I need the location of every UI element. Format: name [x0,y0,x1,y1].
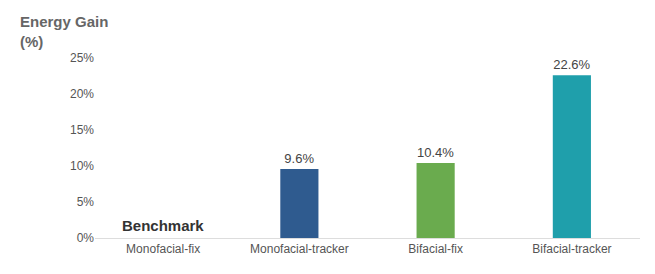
svg-text:Bifacial-fix: Bifacial-fix [408,242,463,256]
svg-text:10.4%: 10.4% [417,145,454,160]
svg-text:Bifacial-tracker: Bifacial-tracker [532,242,611,256]
svg-text:15%: 15% [70,123,94,137]
svg-text:Monofacial-fix: Monofacial-fix [126,242,200,256]
svg-text:0%: 0% [77,231,95,245]
svg-text:5%: 5% [77,195,95,209]
svg-text:Monofacial-tracker: Monofacial-tracker [250,242,349,256]
svg-text:Benchmark: Benchmark [122,217,204,234]
svg-text:9.6%: 9.6% [284,151,314,166]
svg-text:Energy Gain(%): Energy Gain(%) [20,13,108,50]
svg-text:22.6%: 22.6% [553,57,590,72]
svg-text:10%: 10% [70,159,94,173]
svg-text:25%: 25% [70,51,94,65]
svg-text:20%: 20% [70,87,94,101]
